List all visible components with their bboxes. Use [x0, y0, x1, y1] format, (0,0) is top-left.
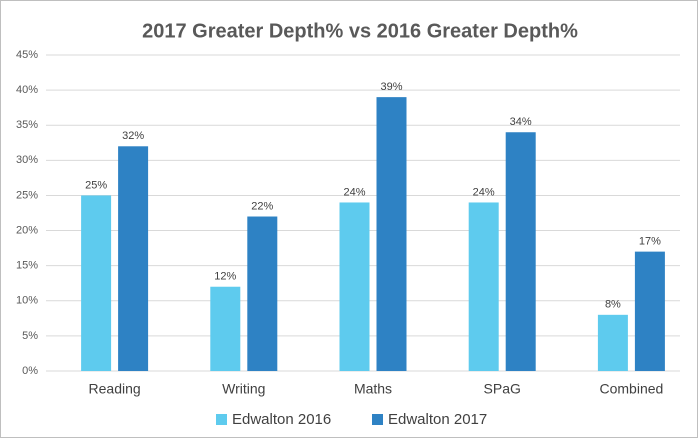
value-label: 12% [214, 271, 236, 283]
bar [118, 146, 149, 371]
x-tick-label: Maths [354, 381, 392, 397]
y-tick-label: 20% [16, 224, 38, 236]
bar [376, 97, 407, 371]
y-tick-label: 25% [16, 189, 38, 201]
y-tick-label: 5% [22, 330, 38, 342]
legend-swatch [372, 414, 383, 425]
bar [247, 216, 278, 371]
value-label: 39% [380, 81, 402, 93]
legend-swatch [216, 414, 227, 425]
legend-label: Edwalton 2017 [388, 411, 487, 428]
y-tick-label: 30% [16, 154, 38, 166]
y-tick-label: 45% [16, 49, 38, 61]
x-tick-label: Reading [89, 381, 141, 397]
y-tick-label: 0% [22, 365, 38, 377]
x-tick-label: Combined [599, 381, 663, 397]
value-label: 25% [85, 179, 107, 191]
value-label: 22% [251, 200, 273, 212]
legend-label: Edwalton 2016 [232, 411, 331, 428]
y-tick-label: 40% [16, 84, 38, 96]
x-tick-label: SPaG [484, 381, 521, 397]
y-tick-label: 10% [16, 295, 38, 307]
y-tick-label: 35% [16, 119, 38, 131]
chart-title: 2017 Greater Depth% vs 2016 Greater Dept… [142, 20, 578, 42]
bar [339, 202, 370, 371]
value-label: 17% [639, 236, 661, 248]
value-label: 24% [473, 186, 495, 198]
x-tick-label: Writing [222, 381, 265, 397]
value-label: 34% [510, 116, 532, 128]
bar [505, 132, 536, 371]
bar [597, 314, 628, 371]
value-label: 8% [605, 299, 621, 311]
value-label: 32% [122, 130, 144, 142]
value-label: 24% [343, 186, 365, 198]
bar [634, 251, 665, 371]
bar [210, 286, 241, 371]
bar [81, 195, 112, 371]
bar [468, 202, 499, 371]
y-tick-label: 15% [16, 260, 38, 272]
